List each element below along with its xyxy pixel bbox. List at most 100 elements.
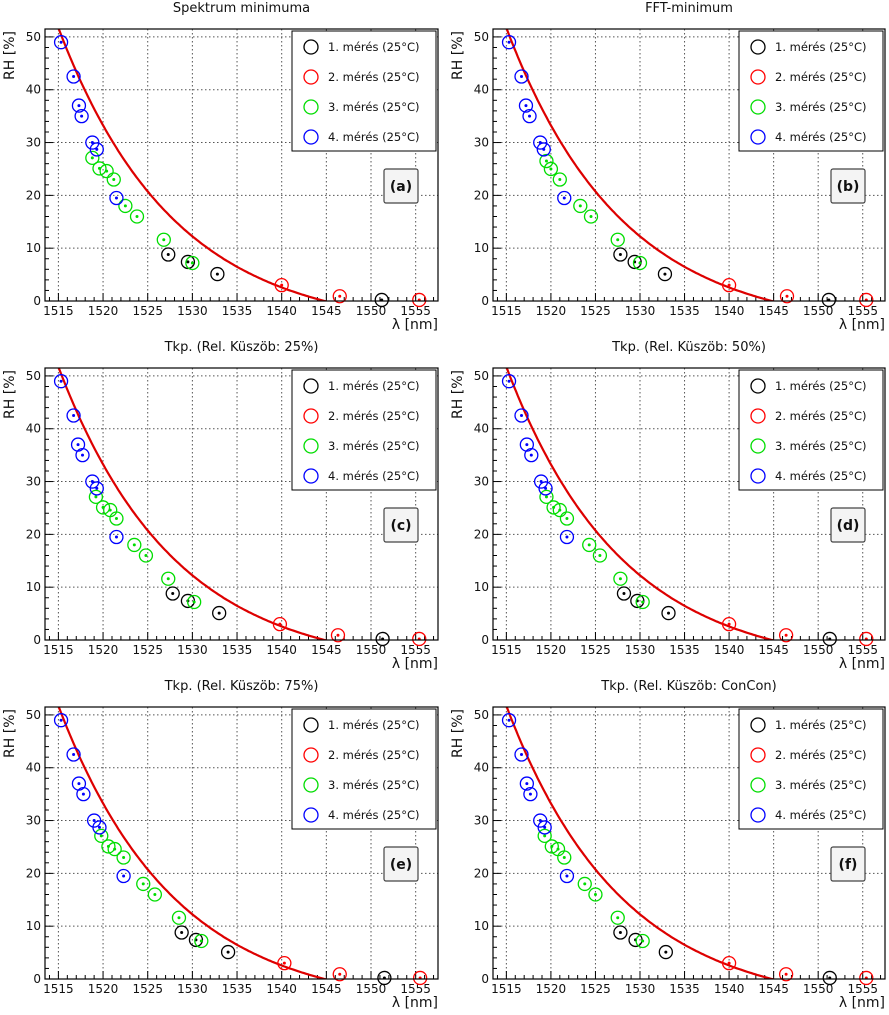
x-tick-label: 1545 [311,304,342,318]
data-point [657,266,673,282]
legend-label: 3. mérés (25°C) [775,100,867,114]
data-point [544,839,559,854]
series-3 [88,489,202,610]
data-point [412,970,428,986]
legend: 1. mérés (25°C) 2. mérés (25°C) 3. mérés (… [291,708,437,830]
x-tick-label: 1525 [132,643,163,657]
data-point [156,232,171,247]
data-point [610,232,625,247]
legend-label: 4. mérés (25°C) [775,469,867,483]
legend-label: 1. mérés (25°C) [775,40,867,54]
data-point-center [593,892,597,896]
y-axis-label: RH [%] [2,370,18,419]
panel-label-box [383,507,419,543]
data-point-center [507,379,511,383]
data-point [721,278,737,293]
x-tick-label: 1525 [580,982,611,996]
legend-label: 1. mérés (25°C) [775,718,867,732]
data-point [536,142,551,157]
data-point-center [72,753,76,757]
x-tick-label: 1540 [266,643,297,657]
chart-title: Tkp. (Rel. Küszöb: ConCon) [600,679,776,694]
x-tick-label: 1555 [400,304,431,318]
series-2 [272,617,427,647]
x-tick-label: 1545 [311,643,342,657]
data-point [88,489,104,505]
data-point-center [113,847,117,851]
legend: 1. mérés (25°C) 2. mérés (25°C) 3. mérés (… [738,30,884,152]
series-1 [616,586,837,647]
series-2 [721,617,874,647]
data-point [539,489,554,505]
data-point-center [112,178,116,182]
y-tick-label: 50 [26,30,41,44]
x-tick-label: 1555 [847,982,878,996]
x-tick-label: 1535 [669,643,700,657]
data-point [174,925,189,940]
data-point-center [565,517,569,521]
y-tick-label: 0 [481,972,489,986]
data-point [75,447,90,463]
series-4 [53,713,131,884]
y-tick-label: 10 [26,241,41,255]
data-point-center [166,253,170,257]
data-point-center [162,238,166,242]
data-point-center [622,592,626,596]
legend-marker [750,129,766,145]
data-point [212,605,227,621]
data-point-center [520,75,524,79]
data-point [53,713,69,728]
data-point [85,474,100,489]
legend-label: 2. mérés (25°C) [328,70,420,84]
legend-marker [303,378,319,394]
series-3 [539,153,648,271]
series-3 [85,150,200,271]
chart-panel-c: Tkp. (Rel. Küszöb: 25%) 1515 1520 1525 1530 1… [2,340,439,672]
data-point [613,571,628,586]
data-point-center [727,961,731,965]
data-point [106,172,121,187]
data-point-center [217,611,221,615]
y-tick-label: 0 [33,972,41,986]
data-point-center [90,480,94,484]
x-tick-label: 1545 [758,982,789,996]
x-tick-label: 1540 [714,982,745,996]
data-point-center [90,141,94,145]
x-axis-label: λ [nm] [839,995,885,1011]
data-point-center [525,443,529,447]
y-axis-label: RH [%] [450,370,466,419]
data-point [632,255,648,271]
legend-label: 4. mérés (25°C) [328,130,420,144]
legend-marker [750,378,766,394]
y-tick-label: 50 [26,708,41,722]
data-point [89,142,104,157]
data-point [412,631,427,647]
data-point-center [589,214,593,218]
chart-panel-a: Spektrum minimuma 1515 1520 1525 1530 1535 154… [2,1,439,333]
data-point [537,820,552,835]
panel-label: (c) [390,518,411,534]
data-point [187,594,202,610]
panel-label-box [830,846,866,882]
data-point-center [338,972,342,976]
x-tick-label: 1515 [43,643,74,657]
data-point-center [144,553,148,557]
data-point-center [538,819,542,823]
x-tick-label: 1550 [356,982,387,996]
data-point [822,970,837,986]
data-point-center [507,40,511,44]
data-point-center [784,633,788,637]
data-point [635,933,650,949]
data-point [573,198,588,214]
x-tick-label: 1535 [669,982,700,996]
data-point [109,511,124,526]
data-point [514,69,529,84]
chart-title: Tkp. (Rel. Küszöb: 25%) [164,340,319,355]
legend-marker [303,408,319,424]
data-point [92,820,107,835]
data-point [377,970,392,986]
chart-panel-b: FFT-minimum 1515 1520 1525 1530 1535 1540 1545 1… [450,1,886,333]
ticks [45,375,435,641]
data-point-center [641,939,645,943]
data-point [53,35,69,50]
